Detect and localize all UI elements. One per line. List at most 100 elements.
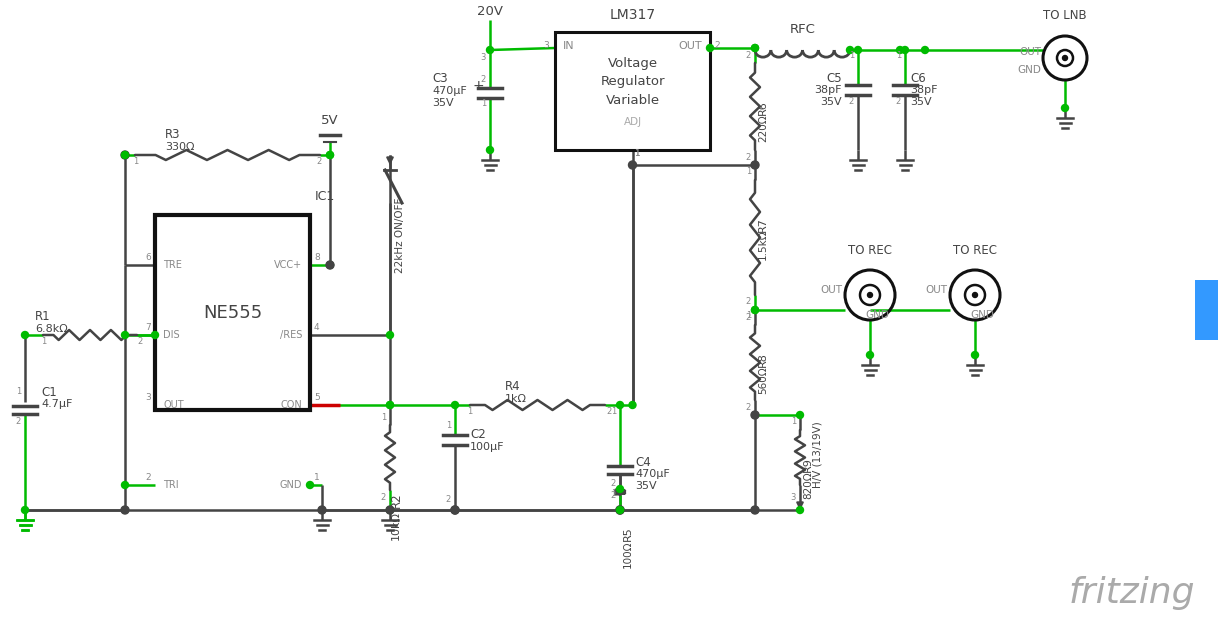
Text: +: + <box>473 79 484 93</box>
Bar <box>155 215 311 410</box>
Text: GND: GND <box>1017 65 1041 75</box>
Text: 4: 4 <box>314 323 319 331</box>
Circle shape <box>122 481 129 488</box>
Text: 3: 3 <box>145 392 151 401</box>
Text: 3: 3 <box>790 493 797 501</box>
Circle shape <box>752 45 759 52</box>
Text: 2: 2 <box>745 152 752 161</box>
Text: 2: 2 <box>381 493 386 503</box>
Text: 22kHz ON/OFF: 22kHz ON/OFF <box>395 197 406 273</box>
Text: 820Ω: 820Ω <box>803 471 812 499</box>
Circle shape <box>752 161 759 169</box>
Text: IC1: IC1 <box>315 190 335 203</box>
Text: R5: R5 <box>622 527 633 541</box>
Circle shape <box>972 292 978 297</box>
Text: 1: 1 <box>481 100 486 108</box>
Circle shape <box>1062 105 1068 112</box>
Text: CON: CON <box>280 400 302 410</box>
Text: OUT: OUT <box>163 400 184 410</box>
Text: Voltage: Voltage <box>608 57 658 71</box>
Circle shape <box>616 506 624 514</box>
Text: TO REC: TO REC <box>848 244 892 257</box>
Circle shape <box>326 151 334 159</box>
Circle shape <box>386 506 393 514</box>
Text: C6: C6 <box>910 71 926 84</box>
Text: C5: C5 <box>826 71 842 84</box>
Text: TRE: TRE <box>163 260 181 270</box>
Text: 560Ω: 560Ω <box>758 366 769 394</box>
Text: 1: 1 <box>849 52 854 60</box>
Text: 470μF: 470μF <box>432 86 466 96</box>
Text: 1.5kΩ: 1.5kΩ <box>758 230 769 260</box>
Text: TO LNB: TO LNB <box>1043 9 1086 22</box>
Circle shape <box>706 45 714 52</box>
Text: 2: 2 <box>315 158 322 166</box>
Text: 38pF: 38pF <box>910 85 938 95</box>
Text: 1: 1 <box>635 149 641 159</box>
Text: 4.7μF: 4.7μF <box>41 399 72 409</box>
Text: TRI: TRI <box>163 480 179 490</box>
Circle shape <box>616 401 624 408</box>
Text: 8: 8 <box>314 253 320 261</box>
Circle shape <box>628 161 637 169</box>
Text: C3: C3 <box>432 71 448 84</box>
Text: 2: 2 <box>745 403 752 411</box>
Circle shape <box>122 151 129 159</box>
Text: 5V: 5V <box>322 114 339 127</box>
Text: Regulator: Regulator <box>600 76 665 88</box>
Bar <box>1195 280 1218 340</box>
Text: 35V: 35V <box>821 97 842 107</box>
Text: 220Ω: 220Ω <box>758 114 769 142</box>
Circle shape <box>451 506 459 514</box>
Text: 1kΩ: 1kΩ <box>505 394 527 404</box>
Text: 2: 2 <box>610 491 616 500</box>
Text: OUT: OUT <box>678 41 702 51</box>
Text: 5: 5 <box>314 392 320 401</box>
Circle shape <box>616 486 624 493</box>
Text: OUT: OUT <box>1019 47 1041 57</box>
Circle shape <box>452 401 458 408</box>
Circle shape <box>901 47 909 54</box>
Circle shape <box>151 331 158 338</box>
Text: ADJ: ADJ <box>624 117 642 127</box>
Text: C2: C2 <box>470 428 486 442</box>
Circle shape <box>326 261 334 268</box>
Circle shape <box>797 507 804 513</box>
Text: 1: 1 <box>635 149 639 159</box>
Text: 3: 3 <box>543 42 549 50</box>
Text: GND: GND <box>865 310 889 320</box>
Text: 2: 2 <box>745 297 752 307</box>
Circle shape <box>616 507 624 513</box>
Text: 3: 3 <box>481 54 486 62</box>
Text: DIS: DIS <box>163 330 179 340</box>
Text: 330Ω: 330Ω <box>164 142 195 152</box>
Text: 2: 2 <box>16 418 21 427</box>
Text: 1: 1 <box>790 416 797 425</box>
Text: 2: 2 <box>745 52 752 60</box>
Text: R6: R6 <box>758 101 769 115</box>
Circle shape <box>847 47 854 54</box>
Text: 6: 6 <box>145 253 151 261</box>
Text: 470μF: 470μF <box>635 469 670 479</box>
Circle shape <box>752 411 759 419</box>
Text: 35V: 35V <box>635 481 657 491</box>
Circle shape <box>797 411 804 418</box>
Circle shape <box>867 292 872 297</box>
Circle shape <box>922 47 928 54</box>
Text: R3: R3 <box>164 129 180 142</box>
Text: IN: IN <box>563 41 575 51</box>
Text: 2: 2 <box>745 314 752 323</box>
Text: fritzing: fritzing <box>1068 576 1195 610</box>
Circle shape <box>616 507 624 513</box>
Circle shape <box>486 147 493 154</box>
Text: 100Ω: 100Ω <box>622 541 633 568</box>
Text: 1: 1 <box>745 166 752 176</box>
Text: C4: C4 <box>635 455 650 469</box>
Text: /RES: /RES <box>280 330 302 340</box>
Text: 2: 2 <box>849 98 854 106</box>
Text: OUT: OUT <box>924 285 948 295</box>
Text: 1: 1 <box>466 408 473 416</box>
Bar <box>555 32 710 150</box>
Circle shape <box>752 307 759 314</box>
Text: 1: 1 <box>41 338 46 346</box>
